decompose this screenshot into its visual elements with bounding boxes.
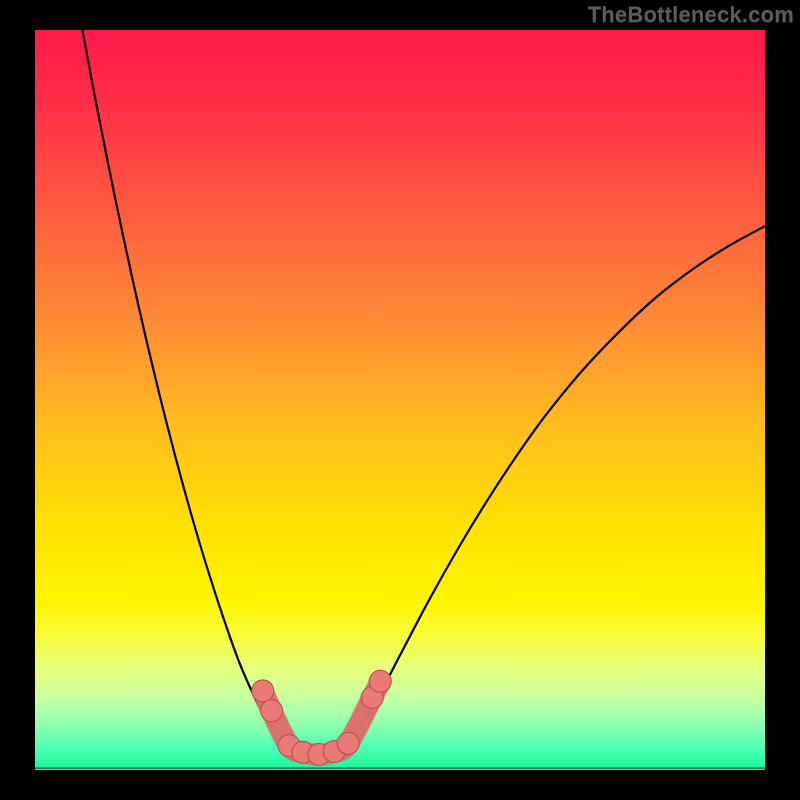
plot-area (35, 30, 765, 770)
chart-svg (35, 30, 765, 770)
marker-dot (252, 680, 274, 702)
watermark-label: TheBottleneck.com (588, 2, 794, 28)
marker-dot (369, 670, 391, 692)
marker-dot (337, 732, 359, 754)
marker-dot (261, 700, 283, 722)
chart-frame: TheBottleneck.com (0, 0, 800, 800)
